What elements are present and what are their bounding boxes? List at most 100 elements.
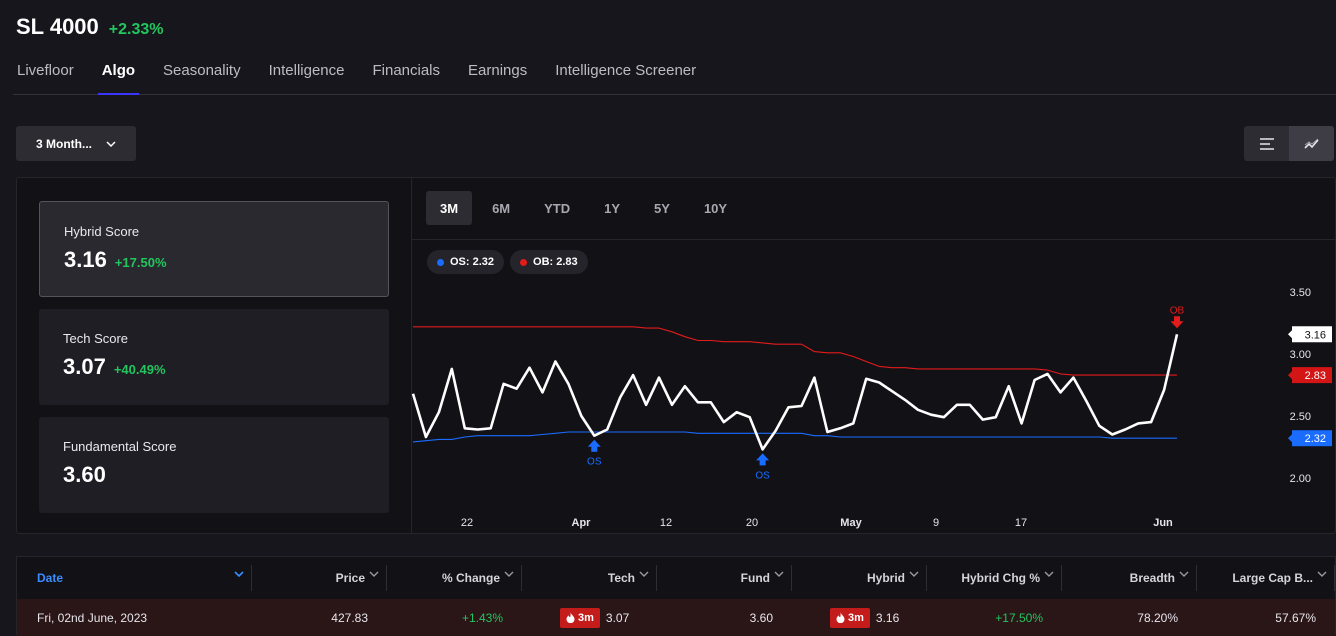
tab-algo[interactable]: Algo (97, 56, 149, 95)
period-select[interactable]: 3 Month... (16, 126, 136, 161)
range-tabs: 3M 6M YTD 1Y 5Y 10Y (426, 191, 741, 225)
ob-dot (520, 258, 528, 266)
tech-badge: 3m (560, 607, 600, 628)
os-price-tag-pointer (1288, 434, 1292, 443)
table-row[interactable]: Fri, 02nd June, 2023 427.83 +1.43% 3m 3.… (17, 599, 1335, 636)
hybrid-score-line (411, 334, 1179, 451)
score-label: Fundamental Score (63, 439, 177, 454)
cell-hybrid-value: 3.16 (875, 610, 900, 625)
tab-livefloor[interactable]: Livefloor (17, 62, 74, 79)
chevron-down-icon (106, 140, 116, 147)
os-price-tag-bg (1292, 430, 1332, 447)
cell-price: 427.83 (331, 610, 368, 625)
col-change[interactable]: % Change (387, 557, 522, 599)
x-tick-label: 20 (746, 517, 758, 529)
chart-view-button[interactable] (1289, 126, 1334, 161)
col-hybrid[interactable]: Hybrid (792, 557, 927, 599)
tab-intelligence[interactable]: Intelligence (268, 62, 345, 79)
col-date[interactable]: Date (17, 557, 252, 599)
score-change: +40.49% (113, 362, 166, 377)
range-tab-ytd[interactable]: YTD (544, 200, 571, 216)
hybrid-price-tag-pointer (1288, 330, 1292, 339)
range-tab-1y[interactable]: 1Y (604, 200, 621, 216)
chevron-down-icon (1044, 571, 1054, 577)
score-change: +17.50% (114, 255, 167, 270)
hybrid-score-card[interactable]: Hybrid Score 3.16 +17.50% (39, 201, 389, 297)
tab-intelligence-screener[interactable]: Intelligence Screener (555, 62, 697, 79)
os-pill-label: OS: 2.32 (450, 256, 495, 268)
chevron-down-icon (369, 571, 379, 577)
os-marker-label: OS (587, 457, 602, 468)
chevron-down-icon (909, 571, 919, 577)
chevron-down-icon (1179, 571, 1189, 577)
os-arrow-up-icon (587, 439, 601, 452)
score-value: 3.16 (64, 247, 107, 272)
col-hybrid-chg[interactable]: Hybrid Chg % (927, 557, 1062, 599)
cell-tech-value: 3.07 (605, 610, 630, 625)
os-price-tag: 2.32 (1305, 433, 1326, 445)
fundamental-score-card[interactable]: Fundamental Score 3.60 (39, 417, 389, 513)
range-tab-3m[interactable]: 3M (426, 191, 473, 225)
tab-financials[interactable]: Financials (372, 62, 441, 79)
view-toggle (1244, 126, 1334, 161)
ob-pill[interactable]: OB: 2.83 (510, 250, 588, 274)
col-fund[interactable]: Fund (657, 557, 792, 599)
x-tick-label: 22 (461, 517, 473, 529)
y-tick-label: 2.50 (1290, 411, 1311, 423)
list-icon (1259, 137, 1274, 150)
flame-icon (566, 612, 575, 623)
cell-fund: 3.60 (749, 610, 773, 625)
cell-hybrid: 3m 3.16 (792, 599, 927, 636)
tech-score-card[interactable]: Tech Score 3.07 +40.49% (39, 309, 389, 405)
y-tick-label: 3.00 (1290, 349, 1311, 361)
chevron-down-icon (1317, 571, 1327, 577)
hybrid-badge: 3m (830, 607, 870, 628)
os-arrow-up-icon (756, 453, 770, 466)
score-label: Tech Score (63, 331, 129, 346)
score-label: Hybrid Score (64, 224, 140, 239)
chart-line-icon (1303, 138, 1319, 149)
os-threshold-line (412, 431, 1177, 443)
score-value: 3.60 (63, 462, 106, 487)
chevron-down-icon (774, 571, 784, 577)
os-pill[interactable]: OS: 2.32 (427, 250, 505, 274)
tab-seasonality[interactable]: Seasonality (163, 62, 241, 79)
x-tick-label: Jun (1153, 517, 1173, 529)
ob-pill-label: OB: 2.83 (533, 256, 578, 268)
list-view-button[interactable] (1244, 126, 1289, 161)
hybrid-price-tag: 3.16 (1305, 329, 1326, 341)
os-marker-label: OS (755, 470, 770, 481)
cell-hybrid-chg: +17.50% (995, 610, 1043, 625)
tab-earnings[interactable]: Earnings (468, 62, 528, 79)
x-tick-label: 12 (660, 517, 672, 529)
x-tick-label: May (840, 517, 862, 529)
range-tab-10y[interactable]: 10Y (703, 200, 728, 216)
col-large-cap[interactable]: Large Cap B... (1197, 557, 1335, 599)
ob-price-tag-bg (1292, 367, 1332, 384)
chevron-down-icon (234, 571, 244, 577)
range-tab-6m[interactable]: 6M (492, 200, 511, 216)
chart-divider (412, 239, 1335, 240)
score-chart: OS OS OB 3.50 3.00 2.50 2.00 3.16 2.83 2.32 22 Apr 1… (411, 287, 1332, 529)
score-table: Date Price % Change Tech Fund Hybrid Hyb… (16, 556, 1336, 636)
threshold-pills: OS: 2.32 OB: 2.83 (427, 250, 588, 274)
ticker-symbol: SL 4000 (16, 14, 99, 39)
cell-breadth: 78.20% (1137, 610, 1178, 625)
page-header: SL 4000 +2.33% (16, 14, 164, 40)
y-tick-label: 2.00 (1290, 473, 1311, 485)
cell-date: Fri, 02nd June, 2023 (37, 610, 148, 625)
table-header: Date Price % Change Tech Fund Hybrid Hyb… (17, 557, 1335, 599)
chevron-down-icon (504, 571, 514, 577)
col-price[interactable]: Price (252, 557, 387, 599)
score-value: 3.07 (63, 354, 106, 379)
col-tech[interactable]: Tech (522, 557, 657, 599)
range-tab-5y[interactable]: 5Y (654, 200, 670, 216)
main-tabs: Livefloor Algo Seasonality Intelligence … (13, 56, 1336, 95)
hybrid-price-tag-bg (1292, 326, 1332, 343)
score-cards: Hybrid Score 3.16 +17.50% Tech Score 3.0… (17, 178, 412, 533)
cell-large-cap: 57.67% (1275, 610, 1316, 625)
col-breadth[interactable]: Breadth (1062, 557, 1197, 599)
ticker-change: +2.33% (108, 21, 164, 38)
os-dot (437, 258, 444, 266)
algo-panel: Hybrid Score 3.16 +17.50% Tech Score 3.0… (16, 177, 1336, 534)
